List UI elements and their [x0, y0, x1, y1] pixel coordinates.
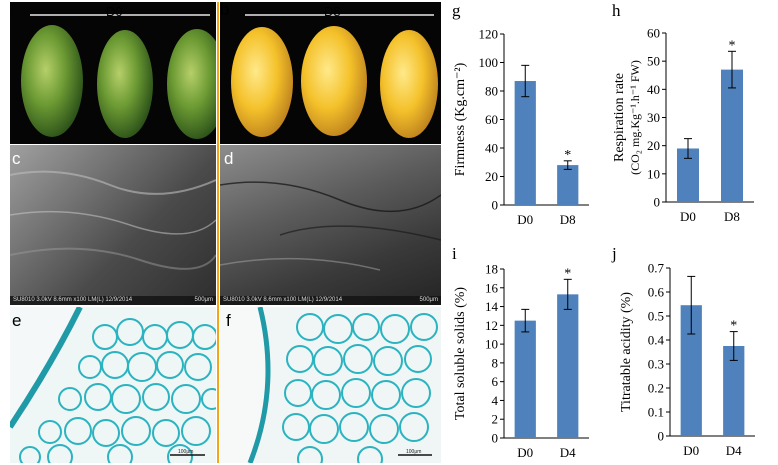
y-tick-label-h-1: 10	[647, 166, 660, 181]
histology-cells-f	[220, 307, 438, 463]
y-tick-label-g-5: 100	[479, 55, 499, 70]
category-label-g-1: D8	[560, 212, 576, 227]
y-tick-label-h-0: 0	[654, 195, 661, 210]
chart-letter-j: j	[611, 244, 617, 263]
y-tick-label-i-9: 18	[485, 262, 498, 277]
y-tick-label-j-2: 0.2	[648, 381, 664, 396]
panel-b-title: D8	[324, 4, 341, 19]
y-tick-label-h-5: 50	[647, 54, 660, 69]
y-tick-label-j-6: 0.6	[648, 285, 665, 300]
y-tick-label-i-0: 0	[492, 431, 499, 446]
papaya-2	[97, 30, 153, 138]
papaya-4	[231, 27, 293, 137]
y-tick-label-j-5: 0.5	[648, 309, 664, 324]
panel-letter-c: c	[12, 149, 21, 168]
y-label2-h: (CO₂ mg.Kg⁻¹.h⁻¹ FW)	[628, 60, 642, 175]
y-tick-label-g-3: 60	[485, 112, 498, 127]
y-tick-label-i-2: 4	[492, 393, 499, 408]
sem-info-c: SU8010 3.0kV 8.6mm x100 LM(L) 12/9/2014	[10, 296, 216, 305]
panel-a-title: D0	[106, 4, 123, 19]
sem-texture-c	[10, 170, 216, 270]
y-label-j: Titratable acidity (%)	[619, 292, 634, 412]
panel-letter-b: b	[220, 2, 230, 19]
y-tick-label-g-6: 120	[479, 27, 499, 42]
chart-letter-i: i	[452, 244, 457, 263]
category-label-j-0: D0	[683, 443, 699, 458]
y-tick-label-i-6: 12	[485, 318, 498, 333]
bar-i-1	[557, 294, 579, 438]
bar-g-0	[514, 81, 536, 205]
papaya-6	[380, 30, 438, 138]
histology-panel-f: f 100μm	[220, 307, 441, 463]
panel-letter-f: f	[226, 311, 231, 330]
significance-j-1: *	[730, 319, 737, 334]
category-label-j-1: D4	[726, 443, 742, 458]
sem-info-d: SU8010 3.0kV 8.6mm x100 LM(L) 12/9/2014	[220, 296, 441, 305]
bar-h-1	[721, 69, 743, 202]
chart-i: i 0 2 4 6 8 10 12 14 16 18 Total soluble solids (%)…	[452, 244, 589, 460]
sem-panel-c: c SU8010 3.0kV 8.6mm x100 LM(L) 12/9/201…	[10, 145, 216, 305]
y-tick-label-j-4: 0.4	[648, 333, 665, 348]
bar-j-1	[723, 346, 745, 436]
sem-texture-d	[220, 181, 441, 271]
scale-label-f: 100μm	[406, 449, 422, 455]
significance-g-1: *	[564, 148, 571, 163]
significance-h-1: *	[729, 38, 736, 53]
histology-panel-e: e 100μm	[10, 307, 216, 463]
y-tick-label-h-6: 60	[647, 26, 660, 41]
y-tick-label-j-0: 0	[658, 429, 665, 444]
y-tick-label-i-7: 14	[485, 299, 499, 314]
y-tick-label-j-3: 0.3	[648, 357, 664, 372]
y-tick-label-i-3: 6	[492, 374, 499, 389]
y-label-h: Respiration rate	[612, 73, 627, 162]
y-tick-label-i-5: 10	[485, 337, 498, 352]
histology-cells-e	[10, 307, 216, 463]
y-tick-label-i-8: 16	[485, 280, 499, 295]
papaya-5	[301, 26, 367, 136]
panel-letter-d: d	[224, 149, 234, 168]
chart-letter-h: h	[612, 1, 621, 20]
y-tick-label-j-7: 0.7	[648, 261, 665, 276]
bar-i-0	[514, 320, 536, 438]
y-tick-label-h-3: 30	[647, 110, 660, 125]
photo-panel-a: a D0	[10, 2, 216, 144]
papaya-3	[167, 29, 216, 139]
category-label-i-1: D4	[560, 445, 576, 460]
sem-panel-d: d SU8010 3.0kV 8.6mm x100 LM(L) 12/9/201…	[220, 145, 441, 305]
chart-g: g 0 20 40 60 80 100 120 Firmness (Kg.cm⁻²) D0 * D8	[452, 1, 589, 227]
papaya-yellow-photo	[231, 14, 438, 138]
y-tick-label-g-2: 40	[485, 141, 498, 156]
bar-h-0	[677, 148, 699, 202]
sem-scale-c: 500μm	[194, 297, 213, 303]
bar-g-1	[557, 165, 579, 205]
chart-h: h 0 10 20 30 40 50 60 Respiration rate (CO₂ mg.Kg…	[612, 1, 754, 224]
y-tick-label-g-1: 20	[485, 169, 498, 184]
significance-i-1: *	[564, 266, 571, 281]
panel-letter-a: a	[10, 2, 11, 18]
photo-panel-b: b D8	[220, 2, 441, 144]
chart-letter-g: g	[452, 1, 461, 20]
panel-divider	[217, 2, 219, 463]
y-tick-label-i-1: 2	[492, 412, 499, 427]
y-tick-label-h-4: 40	[647, 82, 660, 97]
chart-j: j 0 0.1 0.2 0.3 0.4 0.5 0.6 0.7 Titratable acidit…	[611, 244, 755, 458]
category-label-h-1: D8	[724, 209, 740, 224]
y-label-i: Total soluble solids (%)	[453, 287, 468, 421]
category-label-i-0: D0	[517, 445, 533, 460]
category-label-h-0: D0	[680, 209, 696, 224]
scale-label-e: 100μm	[178, 449, 194, 455]
y-tick-label-h-2: 20	[647, 138, 660, 153]
y-tick-label-g-4: 80	[485, 84, 498, 99]
category-label-g-0: D0	[517, 212, 533, 227]
papaya-1	[21, 25, 83, 137]
y-tick-label-j-1: 0.1	[648, 405, 664, 420]
sem-scale-d: 500μm	[419, 297, 438, 303]
panel-letter-e: e	[12, 311, 22, 330]
y-tick-label-g-0: 0	[492, 198, 499, 213]
papaya-green-photo	[21, 14, 216, 139]
y-label-g: Firmness (Kg.cm⁻²)	[453, 62, 468, 176]
bar-j-0	[680, 305, 702, 436]
y-tick-label-i-4: 8	[492, 355, 499, 370]
